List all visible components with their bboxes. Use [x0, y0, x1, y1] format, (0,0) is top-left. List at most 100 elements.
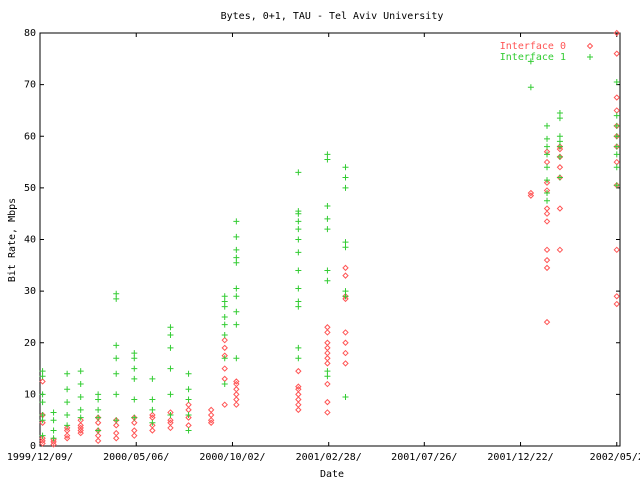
x-tick-label: 2000/10/02/: [199, 452, 265, 463]
interface-1-point: [613, 112, 620, 119]
interface-0-point: [543, 318, 551, 326]
legend-item: Interface 0: [500, 41, 594, 52]
interface-0-point: [342, 295, 349, 303]
interface-0-point: [149, 411, 156, 419]
interface-1-point: [39, 391, 46, 398]
interface-0-point: [149, 427, 156, 434]
interface-1-point: [342, 239, 349, 246]
interface-1-point: [167, 332, 174, 339]
interface-0-point: [233, 401, 240, 408]
interface-1-point: [77, 414, 84, 421]
interface-1-point: [556, 143, 563, 150]
interface-0-point: [167, 424, 174, 432]
interface-1-point: [221, 381, 228, 388]
interface-1-point: [613, 133, 620, 140]
interface-0-point: [613, 246, 620, 254]
interface-0-point: [342, 329, 349, 336]
interface-1-point: [64, 422, 71, 429]
interface-1-point: [233, 233, 240, 240]
interface-1-point: [221, 313, 228, 320]
interface-0-point: [295, 391, 302, 398]
interface-0-point: [185, 406, 192, 414]
interface-1-point: [233, 254, 240, 261]
interface-0-point: [556, 164, 564, 171]
interface-0-point: [613, 50, 620, 57]
interface-0-point: [295, 396, 302, 403]
interface-1-point: [233, 246, 240, 253]
interface-0-point: [556, 246, 564, 254]
interface-1-point: [95, 396, 102, 403]
x-tick-label: 2001/12/22/: [487, 452, 553, 463]
interface-0-point: [613, 158, 620, 166]
interface-1-point: [149, 396, 156, 403]
interface-1-point: [113, 342, 120, 349]
interface-1-point: [131, 375, 138, 382]
interface-1-point: [544, 122, 551, 129]
interface-0-point: [342, 272, 349, 279]
interface-0-point: [77, 422, 84, 429]
interface-1-point: [149, 375, 156, 382]
interface-1-point: [544, 143, 551, 150]
interface-1-point: [613, 122, 620, 129]
interface-0-point: [613, 300, 620, 308]
interface-1-point: [233, 218, 240, 225]
interface-0-point: [342, 349, 349, 357]
interface-0-point: [324, 329, 331, 336]
interface-0-point: [207, 419, 215, 426]
interface-1-point: [342, 174, 349, 181]
interface-0-point: [77, 416, 84, 424]
interface-0-point: [39, 437, 46, 445]
interface-0-point: [185, 401, 192, 408]
interface-1-point: [295, 208, 302, 215]
interface-0-point: [221, 401, 228, 408]
interface-0-point: [113, 422, 120, 429]
interface-1-point: [64, 386, 71, 393]
interface-0-point: [94, 419, 102, 426]
interface-0-point: [324, 380, 331, 388]
x-tick-label: 2002/05/2: [590, 452, 640, 463]
interface-1-point: [113, 355, 120, 362]
interface-1-point: [64, 399, 71, 406]
interface-1-point: [324, 368, 331, 375]
series-interface-1: [39, 58, 620, 442]
y-axis-label: Bit Rate, Mbps: [7, 198, 18, 282]
interface-0-point: [39, 419, 46, 426]
interface-1-point: [342, 393, 349, 400]
interface-0-point: [207, 416, 215, 424]
interface-0-point: [63, 424, 71, 432]
interface-1-point: [556, 174, 563, 181]
interface-0-point: [527, 189, 535, 197]
interface-1-point: [221, 355, 228, 362]
interface-1-point: [95, 406, 102, 413]
interface-0-point: [613, 29, 620, 37]
interface-0-point: [94, 432, 102, 439]
x-tick-label: 2000/05/06/: [103, 452, 169, 463]
interface-1-point: [113, 391, 120, 398]
interface-0-point: [233, 391, 240, 398]
interface-1-point: [342, 184, 349, 191]
interface-1-point: [113, 290, 120, 297]
interface-1-point: [295, 226, 302, 233]
interface-1-point: [221, 303, 228, 310]
interface-1-point: [295, 169, 302, 176]
interface-1-point: [95, 391, 102, 398]
interface-0-point: [63, 432, 71, 439]
legend-label: Interface 0: [500, 41, 566, 52]
interface-1-point: [185, 396, 192, 403]
series-layer: [39, 29, 620, 448]
x-axis-label: Date: [320, 469, 344, 480]
interface-1-point: [613, 164, 620, 171]
interface-0-point: [543, 179, 551, 186]
interface-0-point: [543, 218, 551, 225]
interface-1-point: [342, 293, 349, 300]
interface-0-point: [185, 414, 192, 421]
interface-1-point: [77, 393, 84, 400]
interface-1-point: [39, 373, 46, 380]
interface-1-point: [295, 285, 302, 292]
interface-0-point: [221, 365, 228, 372]
legend-label: Interface 1: [500, 52, 566, 63]
interface-1-point: [77, 381, 84, 388]
interface-1-point: [324, 156, 331, 163]
